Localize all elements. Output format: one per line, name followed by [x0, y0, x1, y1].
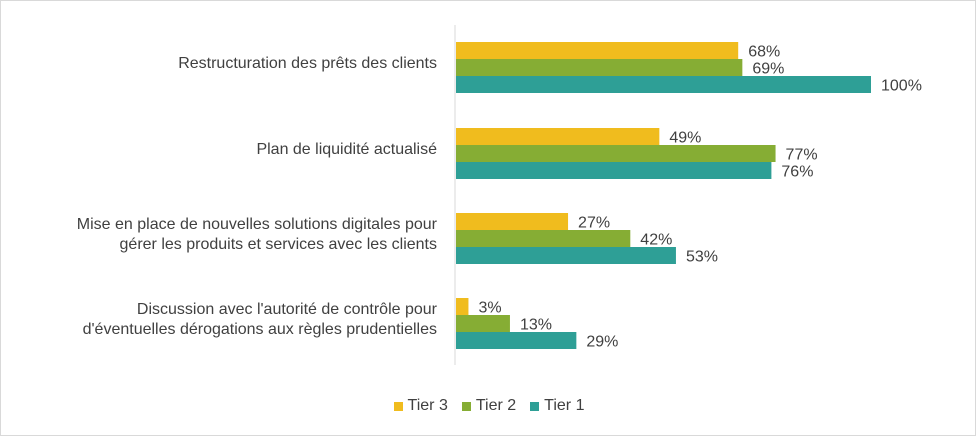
legend-item-tier-1: Tier 1 [530, 397, 584, 415]
legend: Tier 3 Tier 2 Tier 1 [1, 397, 976, 415]
data-label: 49% [669, 130, 701, 147]
legend-swatch [461, 401, 471, 411]
data-label: 69% [752, 61, 784, 78]
bar-tier-2-1 [456, 59, 743, 76]
data-label: 42% [640, 232, 672, 249]
data-label: 3% [478, 300, 501, 317]
legend-label: Tier 3 [407, 397, 448, 414]
data-label: 29% [586, 334, 618, 351]
category-label-line: Discussion avec l'autorité de contrôle p… [136, 300, 437, 318]
legend-item-tier-3: Tier 3 [393, 397, 448, 415]
bar-tier-3-2 [456, 128, 660, 145]
data-label: 100% [881, 78, 922, 95]
category-label: Mise en place de nouvelles solutions dig… [0, 215, 437, 255]
bar-tier-2-2 [456, 145, 776, 162]
legend-label: Tier 1 [544, 397, 585, 414]
category-label: Discussion avec l'autorité de contrôle p… [0, 300, 437, 340]
data-label: 76% [781, 164, 813, 181]
category-label-line: Plan de liquidité actualisé [256, 140, 437, 158]
data-label: 27% [578, 215, 610, 232]
category-label-line: Mise en place de nouvelles solutions dig… [76, 215, 437, 233]
category-label-line: d'éventuelles dérogations aux règles pru… [82, 320, 437, 338]
bar-tier-1-1 [456, 76, 871, 93]
category-label-line: Restructuration des prêts des clients [178, 54, 437, 72]
bar-tier-1-2 [456, 162, 772, 179]
data-label: 68% [748, 44, 780, 61]
bar-tier-1-4 [456, 332, 577, 349]
bar-tier-3-4 [456, 298, 469, 315]
legend-swatch [530, 401, 540, 411]
category-label: Plan de liquidité actualisé [0, 140, 437, 160]
category-label-line: gérer les produits et services avec les … [119, 235, 437, 253]
category-label: Restructuration des prêts des clients [0, 54, 437, 74]
data-label: 77% [786, 147, 818, 164]
bar-tier-2-4 [456, 315, 510, 332]
bar-tier-3-3 [456, 213, 569, 230]
legend-item-tier-2: Tier 2 [461, 397, 517, 415]
bar-tier-3-1 [456, 42, 739, 59]
bar-tier-1-3 [456, 247, 676, 264]
bar-tier-2-3 [456, 230, 631, 247]
data-label: 13% [520, 317, 552, 334]
legend-swatch [393, 401, 403, 411]
legend-label: Tier 2 [475, 397, 517, 414]
data-label: 53% [686, 249, 718, 266]
